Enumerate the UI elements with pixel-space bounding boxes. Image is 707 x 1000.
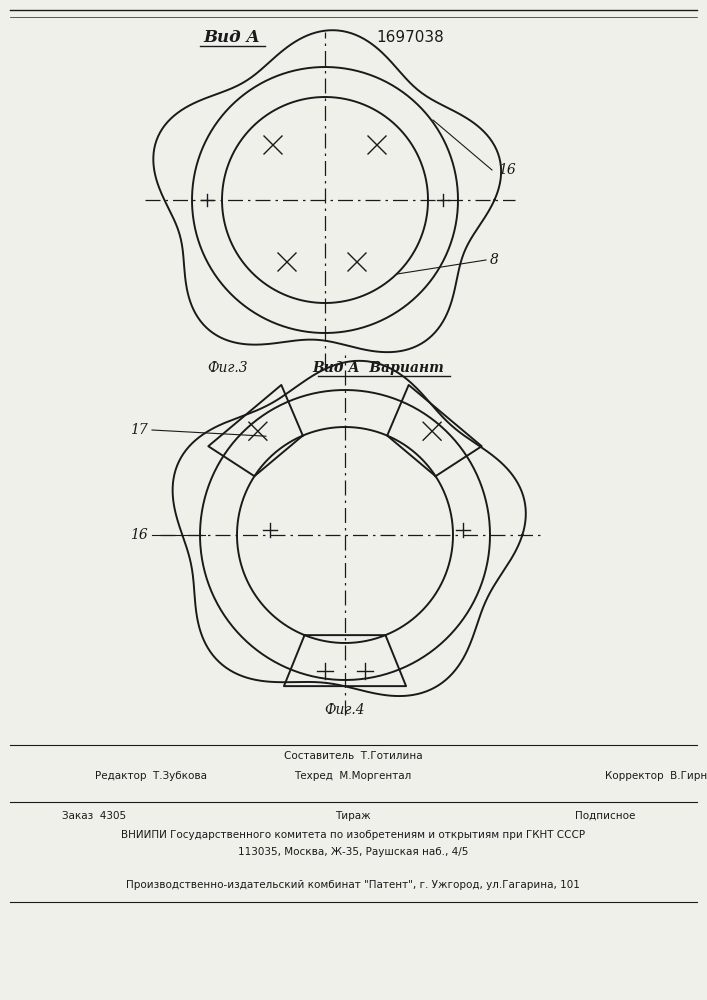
Text: Вид А: Вид А	[204, 29, 260, 46]
Text: 16: 16	[130, 528, 148, 542]
Text: 16: 16	[498, 163, 515, 177]
Text: Составитель  Т.Готилина: Составитель Т.Готилина	[284, 751, 422, 761]
Text: 8: 8	[490, 253, 499, 267]
Text: Производственно-издательский комбинат "Патент", г. Ужгород, ул.Гагарина, 101: Производственно-издательский комбинат "П…	[126, 880, 580, 890]
Text: Тираж: Тираж	[335, 811, 370, 821]
Text: Редактор  Т.Зубкова: Редактор Т.Зубкова	[95, 771, 207, 781]
Text: Подписное: Подписное	[575, 811, 636, 821]
Text: ВНИИПИ Государственного комитета по изобретениям и открытиям при ГКНТ СССР: ВНИИПИ Государственного комитета по изоб…	[121, 830, 585, 840]
Text: 1697038: 1697038	[376, 30, 444, 45]
Text: 113035, Москва, Ж-35, Раушская наб., 4/5: 113035, Москва, Ж-35, Раушская наб., 4/5	[238, 847, 468, 857]
Text: Корректор  В.Гирняк: Корректор В.Гирняк	[605, 771, 707, 781]
Text: Заказ  4305: Заказ 4305	[62, 811, 126, 821]
Text: Техред  М.Моргентал: Техред М.Моргентал	[294, 771, 411, 781]
Text: Вид А  Вариант: Вид А Вариант	[312, 361, 444, 375]
Text: Фиг.4: Фиг.4	[325, 703, 366, 717]
Text: 17: 17	[130, 423, 148, 437]
Text: Фиг.3: Фиг.3	[208, 361, 248, 375]
